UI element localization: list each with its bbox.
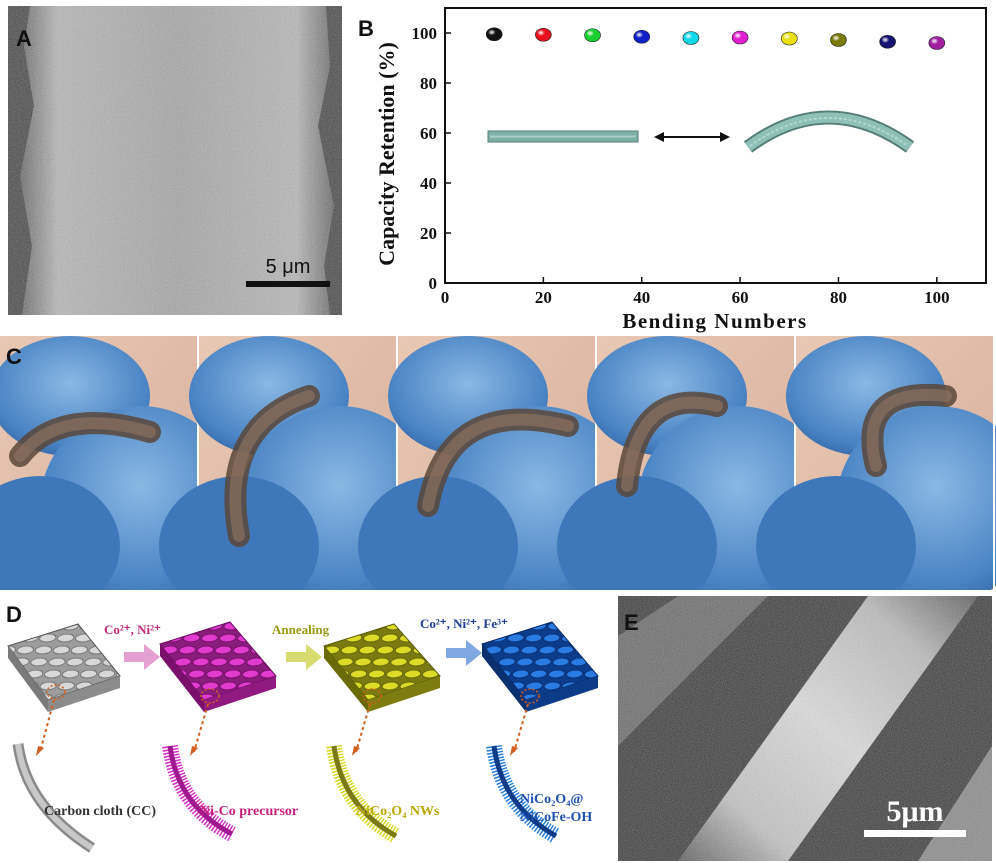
caption-nico2o4-nicofe-oh-line2: NiCoFe-OH xyxy=(520,810,593,825)
flat-electrode-illustration xyxy=(487,130,639,143)
y-tick-label: 60 xyxy=(420,124,437,143)
y-tick-label: 40 xyxy=(420,174,437,193)
carbon-cloth-illustration xyxy=(7,623,121,853)
scale-bar-e-line xyxy=(864,830,966,837)
scale-bar-a-text: 5 μm xyxy=(265,256,311,278)
step-label-3: Co²⁺, Ni²⁺, Fe³⁺ xyxy=(420,616,508,631)
data-point xyxy=(682,31,700,45)
caption-nico2o4-nws: NiCo₂O₄ NWs xyxy=(356,804,440,819)
y-tick-label: 80 xyxy=(420,74,437,93)
scale-bar-e-text: 5μm xyxy=(886,795,944,828)
x-tick-label: 20 xyxy=(535,288,552,307)
caption-nico2o4-nicofe-oh-line1: NiCo₂O₄@ xyxy=(520,792,584,807)
bending-photo xyxy=(0,336,240,590)
chart-ylabel: Capacity Retention (%) xyxy=(374,42,399,266)
caption-carbon-cloth: Carbon cloth (CC) xyxy=(44,804,156,819)
step-label-1: Co²⁺, Ni²⁺ xyxy=(104,622,161,637)
data-point xyxy=(633,29,651,44)
scale-bar-e: 5μm xyxy=(864,796,966,837)
panel-label-b: B xyxy=(358,16,374,41)
x-tick-label: 80 xyxy=(830,288,847,307)
bending-photo-strip xyxy=(0,336,996,590)
data-point xyxy=(731,30,749,45)
data-point xyxy=(879,34,896,49)
panel-label-d: D xyxy=(6,602,22,627)
chart-xlabel: Bending Numbers xyxy=(622,309,807,333)
bent-electrode-illustration xyxy=(743,110,915,153)
bending-photo xyxy=(159,336,439,590)
caption-ni-co-precursor: Ni-Co precursor xyxy=(200,804,299,819)
panel-label-a: A xyxy=(16,26,32,51)
panel-d: D xyxy=(0,596,612,863)
y-tick-label: 0 xyxy=(429,274,438,293)
nico2o4-nws-illustration xyxy=(323,623,441,843)
sem-image-nanowires xyxy=(618,596,992,861)
capacity-retention-chart: 0 20 40 60 80 100 0 20 40 60 80 100 Capacity Retent… xyxy=(374,7,987,333)
sem-image-carbon-fiber xyxy=(8,6,342,315)
step-label-2: Annealing xyxy=(272,622,330,637)
double-arrow-icon xyxy=(654,132,730,142)
y-tick-label: 20 xyxy=(420,224,437,243)
ni-co-precursor-illustration xyxy=(159,621,277,842)
x-tick-label: 100 xyxy=(924,288,950,307)
nico2o4-nicofe-oh-illustration xyxy=(481,621,599,843)
data-point xyxy=(485,27,503,42)
data-point xyxy=(780,31,798,46)
data-point xyxy=(928,36,946,50)
scale-bar-a-line xyxy=(246,281,330,287)
x-tick-label: 0 xyxy=(441,288,450,307)
data-point xyxy=(535,27,552,42)
panel-a: A 5 μm xyxy=(8,6,342,315)
synthesis-schematic xyxy=(7,621,599,853)
process-arrow-1 xyxy=(124,644,160,670)
scale-bar-a: 5 μm xyxy=(246,256,330,287)
process-arrow-3 xyxy=(446,640,482,666)
data-point xyxy=(830,33,847,47)
panel-c: C xyxy=(0,336,996,590)
process-arrow-2 xyxy=(286,644,322,670)
panel-label-e: E xyxy=(624,610,639,635)
y-tick-label: 100 xyxy=(412,24,438,43)
panel-label-c: C xyxy=(6,344,22,369)
data-point xyxy=(584,28,601,43)
chart-plot-frame xyxy=(444,7,987,284)
x-tick-label: 60 xyxy=(732,288,749,307)
x-tick-label: 40 xyxy=(633,288,650,307)
panel-e: E 5μm xyxy=(618,596,992,861)
bending-photo xyxy=(756,336,996,590)
panel-b: B 0 20 40 60 80 100 0 20 40 60 80 100 Capacity Rete… xyxy=(350,0,996,335)
